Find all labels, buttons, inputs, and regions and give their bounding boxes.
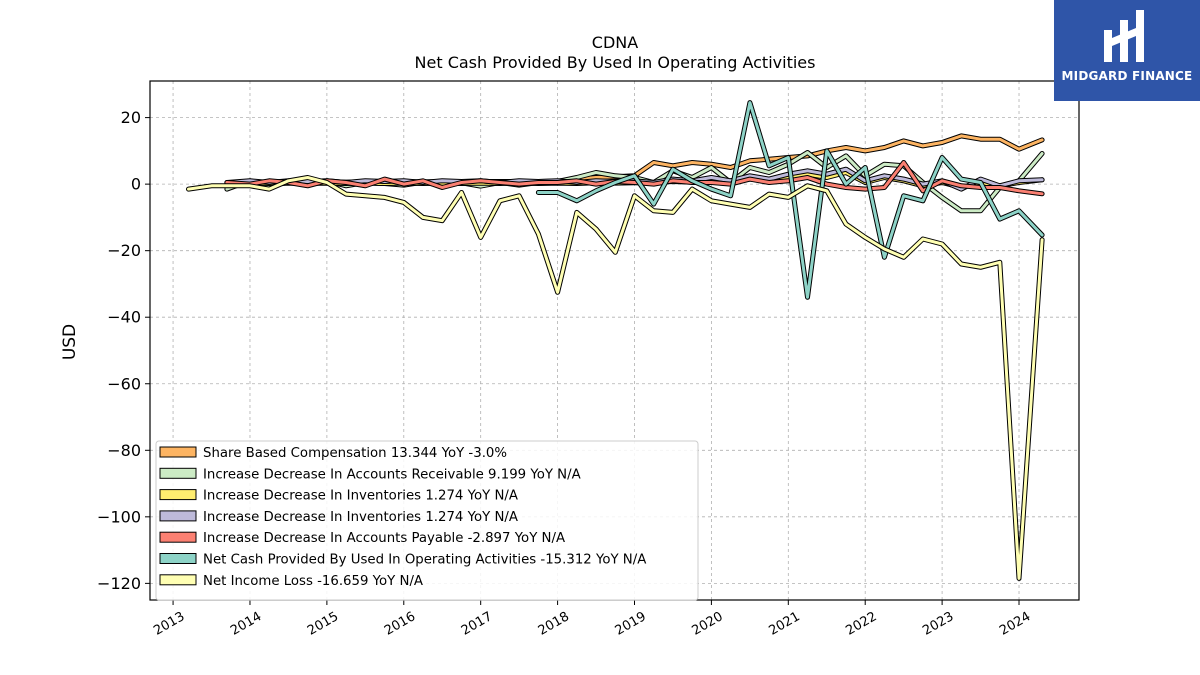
legend-entry: Net Income Loss -16.659 YoY N/A xyxy=(203,574,423,589)
series-line-5 xyxy=(536,101,1044,299)
legend-entry: Increase Decrease In Inventories 1.274 Y… xyxy=(203,489,518,504)
series-outline-5 xyxy=(535,100,1045,300)
x-tick-label: 2014 xyxy=(228,609,264,639)
y-tick-label: −20 xyxy=(107,241,141,260)
legend-swatch xyxy=(159,489,197,501)
chart-subtitle: Net Cash Provided By Used In Operating A… xyxy=(415,53,816,72)
x-tick-label: 2020 xyxy=(690,609,726,639)
series-lines xyxy=(186,100,1045,581)
y-tick-label: −60 xyxy=(107,374,141,393)
x-tick-label: 2022 xyxy=(843,609,879,639)
chart-title: CDNA xyxy=(592,33,638,52)
y-tick-label: −100 xyxy=(97,507,141,526)
legend-entry: Increase Decrease In Accounts Receivable… xyxy=(203,467,581,482)
legend-swatch xyxy=(159,446,197,458)
legend-entry: Share Based Compensation 13.344 YoY -3.0… xyxy=(203,446,507,461)
legend-swatch xyxy=(159,553,197,564)
series-line-4 xyxy=(225,161,1044,196)
series-line-6 xyxy=(187,176,1044,580)
legend-swatch xyxy=(159,467,197,479)
y-tick-label: −120 xyxy=(97,574,141,593)
x-tick-label: 2023 xyxy=(920,609,956,639)
legend-entry: Increase Decrease In Accounts Payable -2… xyxy=(203,531,565,546)
logo-text: MIDGARD FINANCE xyxy=(1061,69,1193,83)
legend: Share Based Compensation 13.344 YoY -3.0… xyxy=(155,440,699,601)
x-tick-label: 2013 xyxy=(151,609,187,639)
x-tick-label: 2016 xyxy=(382,609,418,639)
legend-swatch xyxy=(159,510,197,522)
x-tick-label: 2024 xyxy=(997,609,1033,639)
legend-swatch xyxy=(159,531,197,543)
y-axis-label: USD xyxy=(60,324,80,360)
legend-box xyxy=(155,440,699,601)
y-tick-label: 20 xyxy=(121,108,141,127)
x-tick-label: 2021 xyxy=(766,609,802,639)
logo-mark-icon xyxy=(1104,10,1144,62)
x-tick-label: 2015 xyxy=(305,609,341,639)
legend-entry: Increase Decrease In Inventories 1.274 Y… xyxy=(203,510,518,525)
y-tick-label: −80 xyxy=(107,441,141,460)
legend-swatch xyxy=(159,574,197,586)
x-tick-label: 2019 xyxy=(613,609,649,639)
x-tick-label: 2018 xyxy=(536,609,572,639)
legend-entry: Net Cash Provided By Used In Operating A… xyxy=(203,553,646,568)
brand-logo: MIDGARD FINANCE xyxy=(1054,0,1200,101)
y-axis: 20 0 −20 −40 −60 −80 −100 −120 xyxy=(97,108,150,593)
x-axis: 2013 2014 2015 2016 2017 2018 2019 2020 2021 2022… xyxy=(151,600,1033,639)
x-tick-label: 2017 xyxy=(459,609,495,639)
y-tick-label: 0 xyxy=(131,175,141,194)
y-tick-label: −40 xyxy=(107,308,141,327)
